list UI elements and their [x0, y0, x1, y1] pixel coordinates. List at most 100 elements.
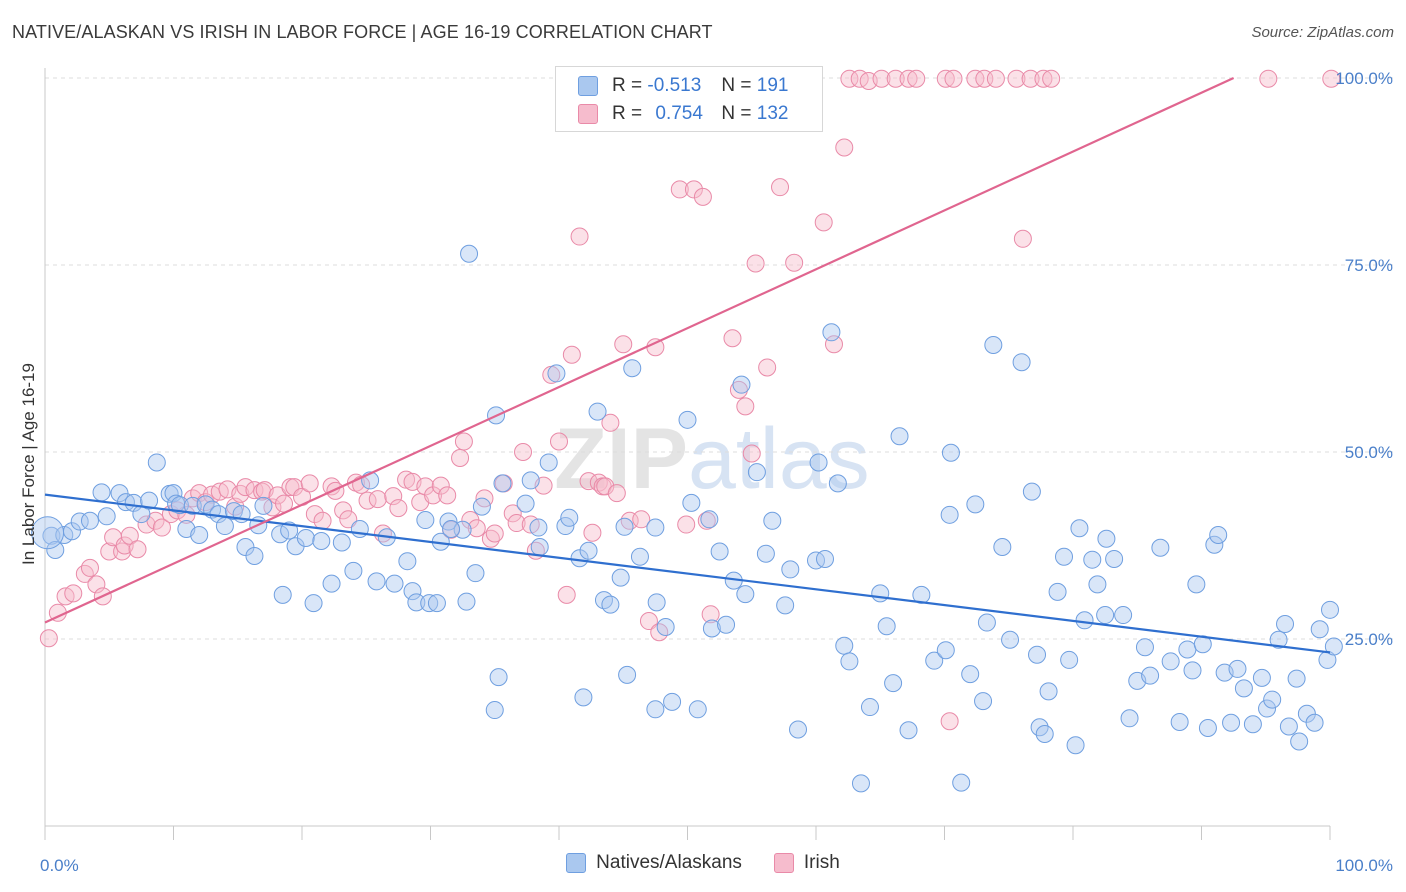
natives-point	[140, 491, 159, 510]
natives-point	[1243, 715, 1262, 734]
irish-point	[620, 511, 639, 530]
natives-point	[1012, 353, 1031, 372]
legend-n-value-irish: 132	[756, 103, 789, 124]
natives-point	[92, 483, 111, 502]
natives-point	[304, 594, 323, 613]
y-tick-label: 75.0%	[1345, 256, 1393, 275]
natives-point	[439, 512, 458, 531]
axes	[44, 68, 1331, 840]
irish-point	[570, 227, 589, 246]
irish-point	[758, 358, 777, 377]
natives-point	[702, 619, 721, 638]
natives-point	[940, 505, 959, 524]
natives-point	[877, 617, 896, 636]
natives-point	[851, 774, 870, 793]
natives-point	[1035, 724, 1054, 743]
irish-trendline	[44, 76, 1235, 624]
natives-point	[1028, 645, 1047, 664]
natives-point	[1263, 690, 1282, 709]
irish-point	[120, 526, 139, 545]
irish-point	[840, 69, 859, 88]
irish-point	[137, 515, 156, 534]
irish-point	[75, 564, 94, 583]
y-tick-label: 50.0%	[1345, 443, 1393, 462]
natives-point	[579, 541, 598, 560]
natives-point	[618, 665, 637, 684]
natives-point	[170, 496, 189, 515]
natives-point	[611, 568, 630, 587]
natives-point	[781, 560, 800, 579]
natives-point	[710, 542, 729, 561]
natives-point	[1187, 575, 1206, 594]
irish-point	[729, 380, 748, 399]
natives-point	[1310, 620, 1329, 639]
irish-point	[562, 345, 581, 364]
irish-point	[467, 519, 486, 538]
natives-point	[736, 585, 755, 604]
natives-point	[485, 701, 504, 720]
natives-point	[416, 511, 435, 530]
series-natives	[31, 244, 1343, 793]
irish-point	[100, 542, 119, 561]
irish-point	[607, 484, 626, 503]
irish-point	[431, 476, 450, 495]
irish-point	[454, 432, 473, 451]
irish-point	[886, 69, 905, 88]
natives-point	[961, 665, 980, 684]
natives-point	[245, 546, 264, 565]
natives-point	[601, 595, 620, 614]
natives-point	[427, 594, 446, 613]
natives-point	[1297, 704, 1316, 723]
natives-point	[398, 552, 417, 571]
natives-point	[682, 493, 701, 512]
series-legend-natives[interactable]: Natives/Alaskans	[566, 852, 742, 874]
natives-point	[254, 496, 273, 515]
natives-point	[403, 582, 422, 601]
irish-point	[670, 180, 689, 199]
natives-point	[1114, 606, 1133, 625]
legend-r-label: R =	[612, 103, 643, 124]
irish-point	[693, 187, 712, 206]
irish-point	[940, 712, 959, 731]
series-legend-swatch-irish	[773, 853, 794, 873]
natives-point	[1276, 615, 1295, 634]
irish-point	[583, 523, 602, 542]
irish-point	[416, 477, 435, 496]
natives-point	[215, 517, 234, 536]
natives-point	[574, 688, 593, 707]
natives-point	[1209, 526, 1228, 545]
natives-point	[822, 323, 841, 342]
irish-point	[1259, 69, 1278, 88]
natives-point	[840, 652, 859, 671]
natives-point	[1048, 582, 1067, 601]
natives-point	[547, 364, 566, 383]
natives-point	[860, 698, 879, 717]
natives-point	[1269, 630, 1288, 649]
irish-point	[305, 505, 324, 524]
correlation-legend: R = -0.513 N = 191 R = 0.754 N = 132	[555, 66, 823, 132]
series-legend-irish[interactable]: Irish	[773, 852, 840, 874]
natives-point	[521, 471, 540, 490]
natives-point	[489, 668, 508, 687]
natives-point	[663, 692, 682, 711]
natives-point	[407, 593, 426, 612]
natives-point	[984, 336, 1003, 355]
natives-point	[1096, 606, 1115, 625]
natives-point	[556, 517, 575, 536]
natives-point	[1287, 669, 1306, 688]
natives-point	[442, 520, 461, 539]
irish-point	[550, 432, 568, 451]
irish-point	[1322, 69, 1341, 88]
natives-point	[1178, 640, 1197, 659]
irish-point	[80, 558, 99, 577]
natives-point	[280, 521, 299, 540]
natives-point	[656, 618, 675, 637]
natives-point	[588, 402, 607, 421]
irish-point	[614, 335, 633, 354]
natives-point	[332, 533, 351, 552]
series-legend-swatch-natives	[566, 853, 587, 873]
natives-point	[1151, 538, 1170, 557]
natives-point	[46, 540, 65, 559]
natives-point	[190, 526, 209, 545]
